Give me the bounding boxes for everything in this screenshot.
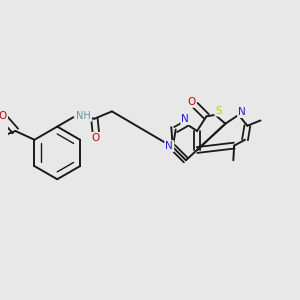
Text: O: O bbox=[92, 133, 100, 143]
Text: N: N bbox=[238, 107, 246, 117]
Text: O: O bbox=[0, 111, 6, 122]
Text: N: N bbox=[182, 114, 189, 124]
Text: NH: NH bbox=[76, 111, 91, 121]
Text: S: S bbox=[215, 106, 222, 116]
Text: N: N bbox=[165, 141, 173, 151]
Text: O: O bbox=[188, 97, 196, 107]
